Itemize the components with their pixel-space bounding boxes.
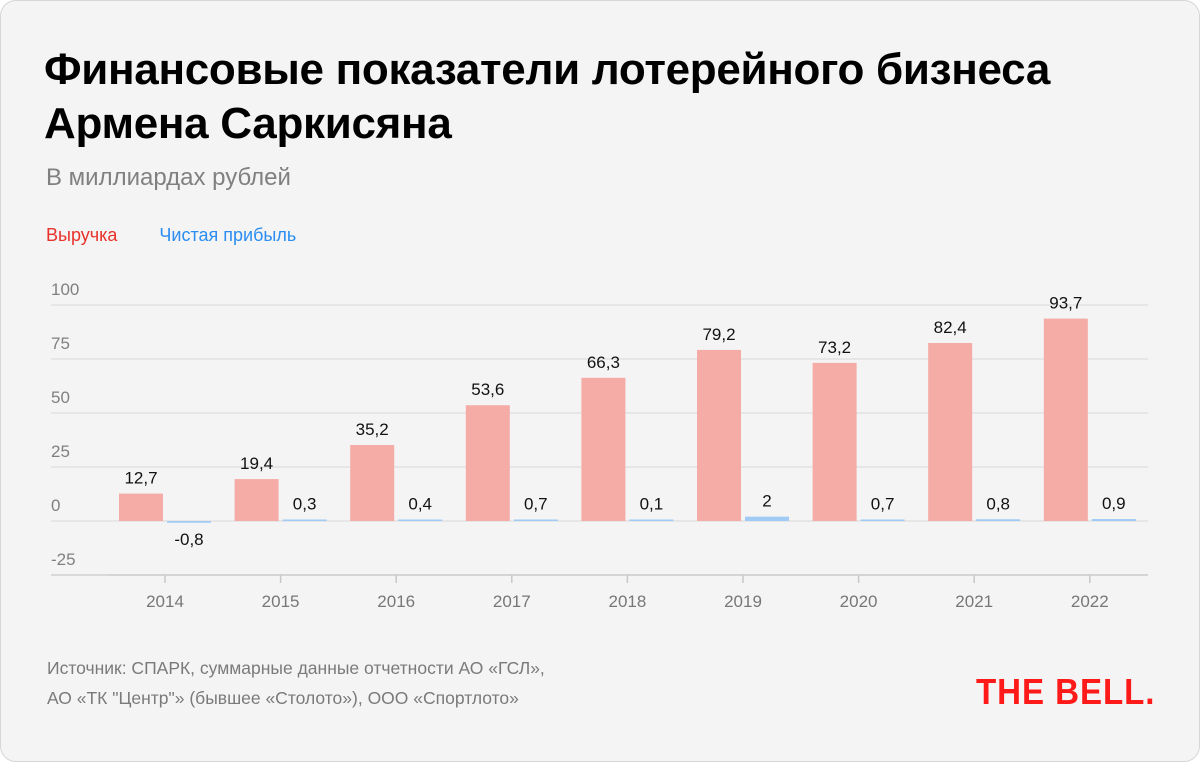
data-label-net-profit: 0,1 <box>640 495 664 514</box>
data-label-revenue: 19,4 <box>240 454 273 473</box>
x-tick-label: 2017 <box>493 592 531 611</box>
bar-net-profit <box>629 519 674 521</box>
data-label-net-profit: 0,7 <box>524 494 548 513</box>
bar-net-profit <box>513 519 558 521</box>
bar-net-profit <box>745 516 789 521</box>
data-label-revenue: 79,2 <box>702 325 735 344</box>
bar-revenue <box>812 362 857 521</box>
y-tick-label: 0 <box>51 496 60 515</box>
legend: Выручка Чистая прибыль <box>46 225 296 246</box>
bar-net-profit <box>282 519 327 521</box>
y-tick-label: 100 <box>51 280 79 299</box>
x-tick-label: 2020 <box>840 592 878 611</box>
data-label-revenue: 73,2 <box>818 338 851 357</box>
bar-revenue <box>465 405 510 521</box>
data-label-net-profit: 2 <box>762 492 771 511</box>
data-label-revenue: 35,2 <box>356 420 389 439</box>
x-tick-label: 2015 <box>262 592 300 611</box>
bar-revenue <box>234 479 279 521</box>
bar-revenue <box>581 377 626 521</box>
source-line-2: АО «ТК "Центр"» (бывшее «Столото»), ООО … <box>47 688 519 708</box>
bar-chart: 100 75 50 25 0 -25 2014 12,7 -0,8 2015 19,4 0,3 2016… <box>51 280 1148 611</box>
x-tick-label: 2018 <box>608 592 646 611</box>
data-label-net-profit: 0,4 <box>408 495 432 514</box>
x-tick-label: 2014 <box>146 592 184 611</box>
y-tick-label: 75 <box>51 334 70 353</box>
data-label-net-profit: 0,3 <box>293 495 317 514</box>
bar-net-profit <box>860 519 905 521</box>
x-tick-label: 2016 <box>377 592 415 611</box>
the-bell-logo: THE BELL. <box>976 671 1156 712</box>
data-label-revenue: 66,3 <box>587 353 620 372</box>
chart-title: Финансовые показатели лотерейного бизнес… <box>44 45 1050 148</box>
bar-net-profit <box>167 521 211 523</box>
data-label-net-profit: 0,8 <box>986 494 1010 513</box>
chart-subtitle: В миллиардах рублей <box>46 164 291 191</box>
source-line-1: Источник: СПАРК, суммарные данные отчетн… <box>47 658 545 678</box>
bar-revenue <box>697 349 741 521</box>
data-label-net-profit: 0,7 <box>871 494 895 513</box>
bar-net-profit <box>976 519 1021 521</box>
data-label-revenue: 53,6 <box>471 380 504 399</box>
y-tick-label: 25 <box>51 442 70 461</box>
source-note: Источник: СПАРК, суммарные данные отчетн… <box>47 653 545 713</box>
data-label-revenue: 12,7 <box>124 469 157 488</box>
data-label-revenue: 93,7 <box>1049 294 1082 313</box>
bar-net-profit <box>1091 519 1136 521</box>
x-tick-label: 2022 <box>1071 592 1109 611</box>
data-label-revenue: 82,4 <box>934 318 967 337</box>
bar-revenue <box>350 444 395 521</box>
x-tick-label: 2019 <box>724 592 762 611</box>
x-tick-label: 2021 <box>955 592 993 611</box>
y-tick-label: 50 <box>51 388 70 407</box>
bar-net-profit <box>398 519 443 521</box>
data-label-net-profit: 0,9 <box>1102 494 1126 513</box>
y-tick-label: -25 <box>51 550 76 569</box>
bar-revenue <box>928 343 973 521</box>
legend-item-net-profit: Чистая прибыль <box>159 225 297 245</box>
bar-revenue <box>119 493 163 521</box>
legend-item-revenue: Выручка <box>46 225 118 245</box>
data-label-net-profit: -0,8 <box>174 530 203 549</box>
bar-revenue <box>1043 318 1088 521</box>
